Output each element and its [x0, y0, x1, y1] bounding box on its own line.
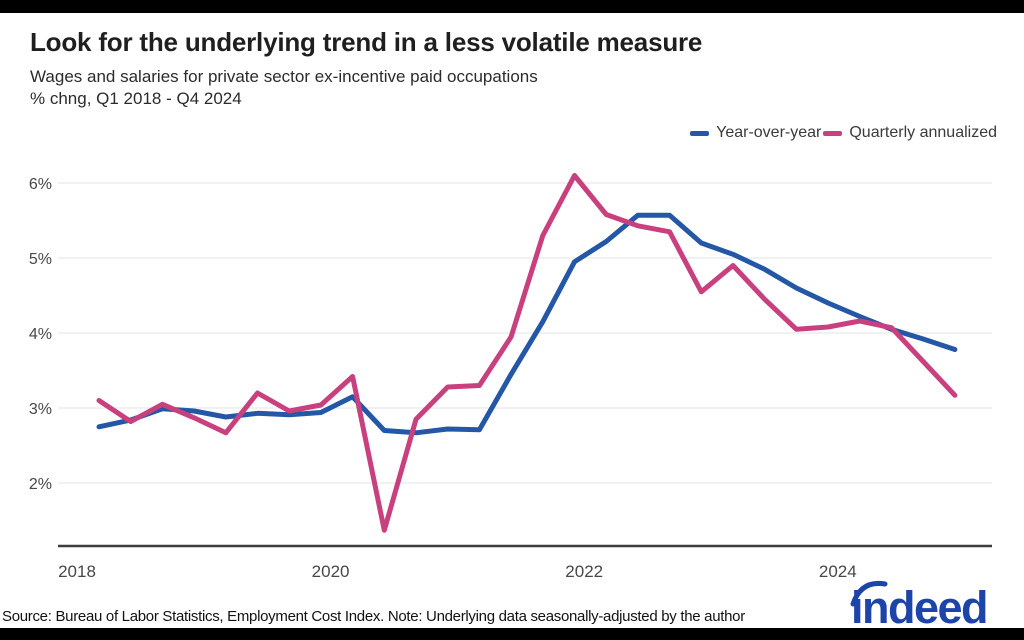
line-chart-plot-area: 6% 5% 4% 3% 2% 2018 2020 2022 2024 [29, 173, 992, 581]
y-axis-tick-label: 4% [29, 326, 52, 343]
chart-title: Look for the underlying trend in a less … [30, 27, 703, 57]
legend-label-yoy: Year-over-year [716, 124, 822, 141]
x-axis-tick-label: 2020 [312, 562, 350, 581]
indeed-logo-arc-icon [850, 580, 888, 607]
y-axis-tick-label: 6% [29, 176, 52, 193]
y-axis-tick-label: 5% [29, 251, 52, 268]
legend-swatch [823, 130, 843, 136]
source-note: Source: Bureau of Labor Statistics, Empl… [2, 608, 745, 625]
legend-item-quarterly: Quarterly annualized [823, 124, 997, 142]
y-axis-tick-label: 2% [29, 476, 52, 493]
legend-item-yoy: Year-over-year [690, 124, 821, 142]
legend-label-quarterly: Quarterly annualized [849, 124, 997, 141]
series-line-year-over-year [96, 212, 958, 436]
legend: Year-over-year Quarterly annualized [690, 124, 997, 142]
legend-swatch [690, 130, 710, 136]
chart-date-range: % chng, Q1 2018 - Q4 2024 [30, 89, 242, 108]
indeed-logo-text: indeed [851, 582, 987, 630]
indeed-logo: indeed [850, 580, 989, 630]
series-line-quarterly-annualized [96, 173, 958, 533]
x-axis-tick-label: 2022 [565, 562, 603, 581]
y-axis-tick-label: 3% [29, 401, 52, 418]
x-axis-tick-label: 2018 [58, 562, 96, 581]
top-black-bar [0, 0, 1024, 13]
x-axis-tick-label: 2024 [819, 562, 857, 581]
chart-subtitle: Wages and salaries for private sector ex… [30, 67, 538, 86]
bottom-black-bar [0, 628, 1024, 640]
